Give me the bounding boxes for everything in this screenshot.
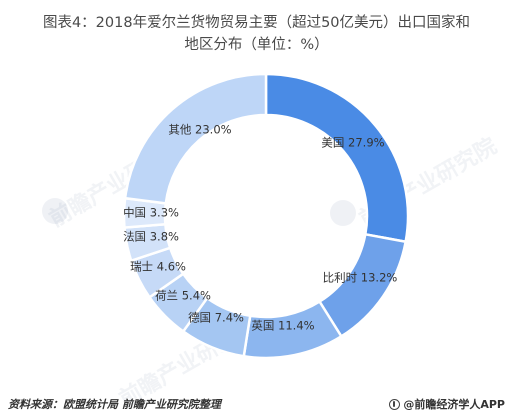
slice-label-7: 法国 3.8%: [123, 230, 179, 244]
slice-label-4: 德国 7.4%: [188, 311, 244, 325]
slice-label-2: 比利时 13.2%: [323, 271, 398, 285]
slice-1: [264, 72, 410, 244]
watermark-logo-icon: [330, 200, 356, 226]
footer: 资料来源：欧盟统计局 前瞻产业研究院整理 @前瞻经济学人APP: [8, 396, 505, 412]
chart-title: 图表4：2018年爱尔兰货物贸易主要（超过50亿美元）出口国家和 地区分布（单位…: [0, 12, 513, 56]
slice-label-8: 中国 3.3%: [123, 206, 179, 220]
slices-group: [122, 72, 410, 360]
slice-label-9: 其他 23.0%: [168, 123, 231, 137]
chart-title-line-2: 地区分布（单位：%）: [184, 37, 329, 53]
slice-label-1: 美国 27.9%: [321, 136, 384, 150]
brand-text: @前瞻经济学人APP: [403, 398, 505, 411]
brand-logo-icon: [389, 398, 401, 410]
brand-credit: @前瞻经济学人APP: [389, 396, 505, 412]
slice-label-6: 瑞士 4.6%: [130, 260, 186, 274]
slice-9: [123, 72, 268, 205]
slice-label-5: 荷兰 5.4%: [155, 289, 211, 303]
chart-title-line-1: 图表4：2018年爱尔兰货物贸易主要（超过50亿美元）出口国家和: [42, 15, 471, 31]
slice-label-3: 英国 11.4%: [251, 319, 314, 333]
source-note: 资料来源：欧盟统计局 前瞻产业研究院整理: [8, 398, 221, 411]
watermark-logo-icon: [42, 198, 68, 224]
labels-group: 美国 27.9% 比利时 13.2% 英国 11.4% 德国 7.4% 荷兰 5.4% 瑞…: [123, 123, 397, 333]
